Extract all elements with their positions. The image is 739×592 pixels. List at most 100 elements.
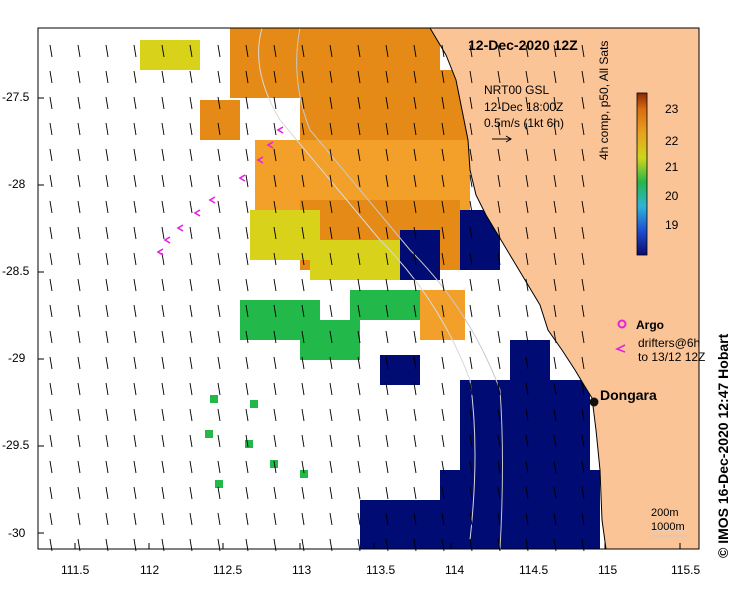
current-arrow [161,122,165,136]
current-arrow [301,96,305,110]
current-arrow [357,382,361,396]
current-arrow [497,356,501,370]
current-arrow [357,304,361,318]
current-arrow [245,356,249,370]
current-arrow [469,44,473,58]
depth-label-1000m: 1000m [651,521,685,533]
current-arrow [581,304,585,318]
credit-line: © IMOS 16-Dec-2020 12:47 Hobart [715,333,731,558]
current-arrow [133,44,137,58]
current-arrow [161,96,165,110]
lat-tick-label: -29 [8,351,26,365]
current-arrow [581,200,585,214]
current-arrow [497,330,501,344]
current-arrow [441,122,445,136]
current-arrow [581,434,585,448]
current-arrow [161,408,165,422]
current-arrow [49,512,53,526]
current-arrow [217,70,221,84]
current-arrow [133,304,137,318]
current-arrow [553,356,557,370]
current-arrow [217,330,221,344]
model-name: NRT00 GSL [484,83,550,97]
current-arrow [273,70,277,84]
current-arrow [581,44,585,58]
lat-tick-label: -27.5 [2,90,30,104]
current-arrow [245,252,249,266]
sst-pixel [250,400,258,408]
sst-pixel [210,395,218,403]
current-arrow [301,174,305,188]
current-arrow [553,174,557,188]
current-arrow [525,70,529,84]
current-arrow [189,44,193,58]
current-arrow [189,96,193,110]
lon-tick-label: 112 [140,563,160,577]
current-arrow [77,486,81,500]
current-arrow [441,70,445,84]
current-arrow [497,252,501,266]
current-arrow [329,434,333,448]
current-arrow [329,304,333,318]
current-arrow [357,408,361,422]
current-arrow [189,486,193,500]
current-arrow [133,148,137,162]
sst-patch [360,500,450,549]
current-arrow [525,278,529,292]
current-arrow [469,382,473,396]
current-arrow [329,226,333,240]
current-arrow [217,174,221,188]
current-arrow [525,226,529,240]
current-arrow [105,96,109,110]
current-arrow [105,278,109,292]
current-arrow [77,356,81,370]
drifter-mark [176,224,184,232]
current-arrow [497,460,501,474]
current-arrow [217,382,221,396]
current-arrow [581,382,585,396]
current-arrow [161,148,165,162]
current-arrow [105,408,109,422]
current-arrow [301,408,305,422]
current-arrow [273,96,277,110]
current-arrow [105,330,109,344]
current-arrow [357,122,361,136]
current-arrow [105,122,109,136]
current-arrow [133,460,137,474]
lon-tick-label: 112.5 [213,563,243,577]
current-arrow [469,408,473,422]
current-arrow [49,122,53,136]
current-arrow [497,96,501,110]
current-arrow [77,148,81,162]
current-arrow [105,252,109,266]
current-arrow [385,304,389,318]
current-arrow [77,382,81,396]
current-arrow [385,408,389,422]
current-arrow [525,382,529,396]
current-arrow [441,226,445,240]
current-arrow [357,200,361,214]
current-arrow [301,122,305,136]
current-arrow [105,70,109,84]
sst-pixel [300,470,308,478]
current-arrow [553,44,557,58]
current-arrow [49,382,53,396]
current-arrow [49,486,53,500]
current-arrow [301,278,305,292]
current-arrow [441,148,445,162]
current-arrow [105,434,109,448]
current-arrow [245,278,249,292]
current-arrow [553,148,557,162]
current-arrow [553,408,557,422]
current-arrow [77,44,81,58]
current-arrow [441,278,445,292]
current-arrow [77,434,81,448]
current-arrow [413,304,417,318]
colorbar-title: 4h comp, p50, All Sats [597,40,611,160]
current-arrow [581,512,585,526]
current-arrow [469,356,473,370]
current-arrow [357,278,361,292]
current-arrow [357,226,361,240]
current-arrow [525,122,529,136]
lat-tick-label: -29.5 [2,438,30,452]
